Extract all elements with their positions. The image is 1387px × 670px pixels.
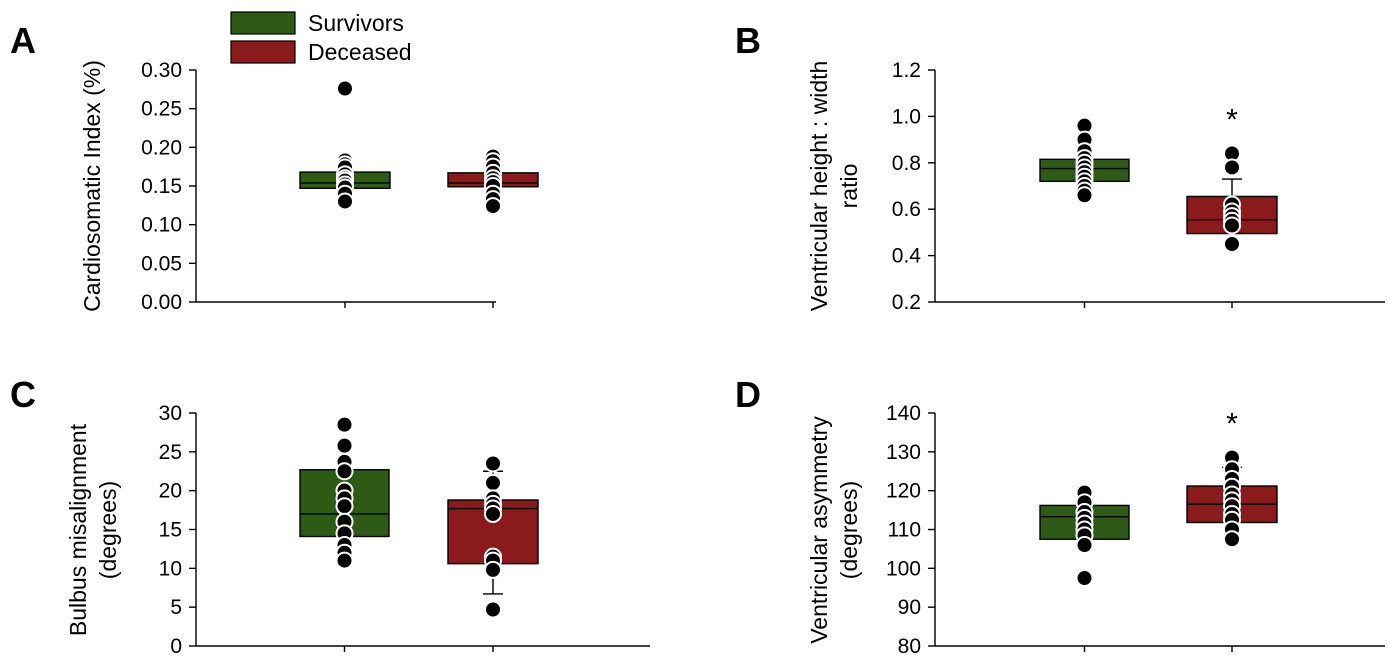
data-point bbox=[335, 551, 354, 570]
y-axis-label: Ventricular asymmetry bbox=[806, 416, 832, 644]
y-tick-label: 90 bbox=[898, 596, 921, 619]
y-axis-label: ratio bbox=[836, 164, 862, 209]
box-survivors bbox=[299, 415, 390, 570]
box-deceased bbox=[1186, 448, 1278, 549]
y-axis-label: (degrees) bbox=[836, 481, 862, 579]
y-tick-label: 120 bbox=[886, 480, 921, 503]
y-tick-label: 0.05 bbox=[141, 252, 182, 275]
legend-label: Deceased bbox=[308, 39, 412, 65]
panel-letter: D bbox=[735, 374, 761, 415]
significance-asterisk: * bbox=[1226, 408, 1238, 441]
y-tick-label: 0.15 bbox=[141, 175, 182, 198]
box-survivors bbox=[1039, 116, 1130, 205]
data-point bbox=[335, 497, 354, 516]
y-tick-label: 0.4 bbox=[892, 245, 922, 268]
panel-a: A Cardiosomatic Index (%) 0.00 0.05 0.10 0.15… bbox=[10, 20, 539, 314]
box-deceased bbox=[447, 147, 539, 216]
y-tick-label: 140 bbox=[886, 402, 921, 425]
legend: Survivors Deceased bbox=[230, 10, 412, 65]
y-tick-label: 15 bbox=[159, 519, 182, 542]
significance-asterisk: * bbox=[1226, 104, 1238, 137]
y-tick-label: 10 bbox=[159, 557, 182, 580]
legend-swatch bbox=[230, 11, 296, 35]
data-point bbox=[484, 560, 502, 579]
data-point bbox=[1075, 569, 1094, 588]
y-tick-label: 80 bbox=[898, 635, 921, 658]
box-survivors bbox=[299, 79, 391, 211]
data-point bbox=[1223, 235, 1241, 253]
panel-letter: B bbox=[735, 20, 761, 61]
y-tick-label: 25 bbox=[159, 441, 182, 464]
y-axis-label: Ventricular height : width bbox=[806, 61, 832, 312]
y-tick-label: 1.0 bbox=[892, 105, 921, 128]
y-tick-label: 30 bbox=[159, 402, 182, 425]
box-deceased bbox=[1186, 144, 1278, 253]
data-point bbox=[484, 473, 502, 492]
y-tick-label: 0.10 bbox=[141, 214, 182, 237]
data-point bbox=[484, 600, 502, 619]
data-point bbox=[484, 454, 502, 473]
y-tick-label: 110 bbox=[888, 519, 921, 542]
y-tick-label: 100 bbox=[886, 557, 921, 580]
y-axis-label: Cardiosomatic Index (%) bbox=[79, 60, 105, 312]
y-axis-label: Bulbus misalignment bbox=[65, 423, 91, 636]
box-survivors bbox=[1039, 483, 1130, 588]
y-tick-label: 0.20 bbox=[141, 136, 182, 159]
y-tick-label: 0.8 bbox=[892, 152, 921, 175]
data-point bbox=[1223, 158, 1241, 177]
y-tick-label: 20 bbox=[159, 480, 182, 503]
panel-c: C Bulbus misalignment (degrees) 0 5 10 15 20 25 3… bbox=[10, 374, 650, 658]
box-deceased bbox=[447, 454, 539, 619]
legend-swatch bbox=[230, 40, 296, 64]
panel-letter: A bbox=[10, 20, 36, 61]
legend-label: Survivors bbox=[308, 10, 404, 36]
data-point bbox=[336, 79, 354, 98]
data-point bbox=[1075, 536, 1094, 555]
data-point bbox=[1075, 186, 1094, 205]
data-point bbox=[335, 436, 354, 455]
y-tick-label: 0.30 bbox=[141, 59, 182, 82]
panel-b: B Ventricular height : width ratio 0.2 0.4 0.… bbox=[735, 20, 1385, 314]
y-axis-label: (degrees) bbox=[95, 481, 121, 579]
y-tick-label: 0.2 bbox=[892, 291, 921, 314]
data-point bbox=[484, 504, 502, 523]
y-tick-label: 0.25 bbox=[141, 98, 182, 121]
data-point bbox=[335, 462, 354, 481]
data-point bbox=[336, 192, 354, 211]
y-tick-label: 130 bbox=[886, 441, 921, 464]
panel-d: D Ventricular asymmetry (degrees) 80 90 100 11… bbox=[735, 374, 1385, 658]
y-tick-label: 1.2 bbox=[892, 59, 921, 82]
chart-panels: A Cardiosomatic Index (%) 0.00 0.05 0.10 0.15… bbox=[10, 20, 1385, 658]
data-point bbox=[335, 415, 354, 434]
data-point bbox=[484, 197, 502, 216]
data-point bbox=[1223, 530, 1241, 549]
data-point bbox=[1223, 216, 1241, 235]
y-tick-label: 0.00 bbox=[141, 291, 182, 314]
y-tick-label: 5 bbox=[170, 596, 182, 619]
y-tick-label: 0 bbox=[170, 635, 182, 658]
panel-letter: C bbox=[10, 374, 36, 415]
y-tick-label: 0.6 bbox=[892, 198, 921, 221]
